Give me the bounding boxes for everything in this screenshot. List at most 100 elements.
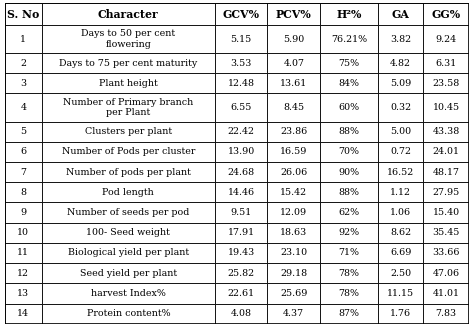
Text: 1.12: 1.12 xyxy=(390,188,411,197)
Bar xyxy=(215,303,267,324)
Bar xyxy=(423,182,469,202)
Bar xyxy=(5,303,42,324)
Text: H²%: H²% xyxy=(337,9,362,20)
Bar xyxy=(320,162,378,182)
Text: 6.31: 6.31 xyxy=(436,59,457,68)
Text: 16.52: 16.52 xyxy=(387,168,414,177)
Text: 7.83: 7.83 xyxy=(436,309,457,318)
Bar xyxy=(5,122,42,142)
Text: 23.58: 23.58 xyxy=(433,79,460,88)
Bar xyxy=(267,263,320,283)
Bar xyxy=(320,182,378,202)
Text: Number of pods per plant: Number of pods per plant xyxy=(66,168,191,177)
Text: 14.46: 14.46 xyxy=(228,188,255,197)
Bar xyxy=(320,122,378,142)
Text: 4: 4 xyxy=(20,103,27,112)
Text: 26.06: 26.06 xyxy=(280,168,308,177)
Text: 33.66: 33.66 xyxy=(433,249,460,257)
Bar xyxy=(42,3,215,25)
Bar xyxy=(423,94,469,122)
Text: 5: 5 xyxy=(20,127,27,136)
Text: 88%: 88% xyxy=(338,127,359,136)
Bar xyxy=(5,53,42,73)
Bar xyxy=(5,182,42,202)
Text: 12.48: 12.48 xyxy=(228,79,255,88)
Bar xyxy=(378,202,423,223)
Bar xyxy=(378,142,423,162)
Text: 8: 8 xyxy=(20,188,27,197)
Text: 6.55: 6.55 xyxy=(230,103,252,112)
Bar xyxy=(215,94,267,122)
Bar xyxy=(320,283,378,303)
Text: 13.61: 13.61 xyxy=(280,79,308,88)
Text: 25.82: 25.82 xyxy=(228,269,255,278)
Bar xyxy=(320,223,378,243)
Text: 15.42: 15.42 xyxy=(280,188,307,197)
Bar xyxy=(320,3,378,25)
Bar xyxy=(378,283,423,303)
Bar xyxy=(423,263,469,283)
Text: Days to 75 per cent maturity: Days to 75 per cent maturity xyxy=(59,59,198,68)
Text: 78%: 78% xyxy=(338,289,359,298)
Text: Character: Character xyxy=(98,9,159,20)
Bar xyxy=(423,53,469,73)
Text: Biological yield per plant: Biological yield per plant xyxy=(68,249,189,257)
Bar xyxy=(320,243,378,263)
Text: 8.45: 8.45 xyxy=(283,103,304,112)
Bar xyxy=(267,303,320,324)
Bar xyxy=(215,263,267,283)
Bar xyxy=(378,122,423,142)
Text: 27.95: 27.95 xyxy=(433,188,460,197)
Text: 8.62: 8.62 xyxy=(390,228,411,237)
Bar xyxy=(378,263,423,283)
Bar xyxy=(320,94,378,122)
Bar xyxy=(42,53,215,73)
Text: 24.68: 24.68 xyxy=(228,168,255,177)
Text: 1.76: 1.76 xyxy=(390,309,411,318)
Bar xyxy=(5,142,42,162)
Bar xyxy=(378,73,423,94)
Bar xyxy=(42,223,215,243)
Text: GCV%: GCV% xyxy=(223,9,260,20)
Bar xyxy=(267,182,320,202)
Bar xyxy=(42,122,215,142)
Bar xyxy=(378,223,423,243)
Bar xyxy=(267,3,320,25)
Bar xyxy=(215,142,267,162)
Bar xyxy=(423,3,469,25)
Text: 5.15: 5.15 xyxy=(230,35,252,43)
Text: 71%: 71% xyxy=(338,249,359,257)
Text: S. No: S. No xyxy=(7,9,39,20)
Bar xyxy=(423,25,469,53)
Text: 88%: 88% xyxy=(338,188,359,197)
Text: 47.06: 47.06 xyxy=(433,269,460,278)
Text: 25.69: 25.69 xyxy=(280,289,308,298)
Bar xyxy=(320,73,378,94)
Text: 62%: 62% xyxy=(338,208,360,217)
Text: 5.90: 5.90 xyxy=(283,35,304,43)
Bar xyxy=(423,243,469,263)
Text: 100- Seed weight: 100- Seed weight xyxy=(86,228,170,237)
Bar xyxy=(42,162,215,182)
Text: 5.09: 5.09 xyxy=(390,79,411,88)
Text: 4.37: 4.37 xyxy=(283,309,304,318)
Text: 9: 9 xyxy=(20,208,27,217)
Bar xyxy=(215,202,267,223)
Text: Days to 50 per cent
flowering: Days to 50 per cent flowering xyxy=(82,29,175,49)
Bar xyxy=(320,53,378,73)
Bar xyxy=(320,263,378,283)
Bar xyxy=(215,122,267,142)
Bar xyxy=(320,303,378,324)
Text: Clusters per plant: Clusters per plant xyxy=(85,127,172,136)
Bar xyxy=(267,25,320,53)
Text: 90%: 90% xyxy=(338,168,360,177)
Text: 11.15: 11.15 xyxy=(387,289,414,298)
Text: 60%: 60% xyxy=(338,103,360,112)
Bar xyxy=(423,142,469,162)
Text: 13: 13 xyxy=(17,289,29,298)
Text: 43.38: 43.38 xyxy=(433,127,460,136)
Bar xyxy=(378,303,423,324)
Bar xyxy=(42,73,215,94)
Text: 9.24: 9.24 xyxy=(436,35,457,43)
Text: 2.50: 2.50 xyxy=(390,269,411,278)
